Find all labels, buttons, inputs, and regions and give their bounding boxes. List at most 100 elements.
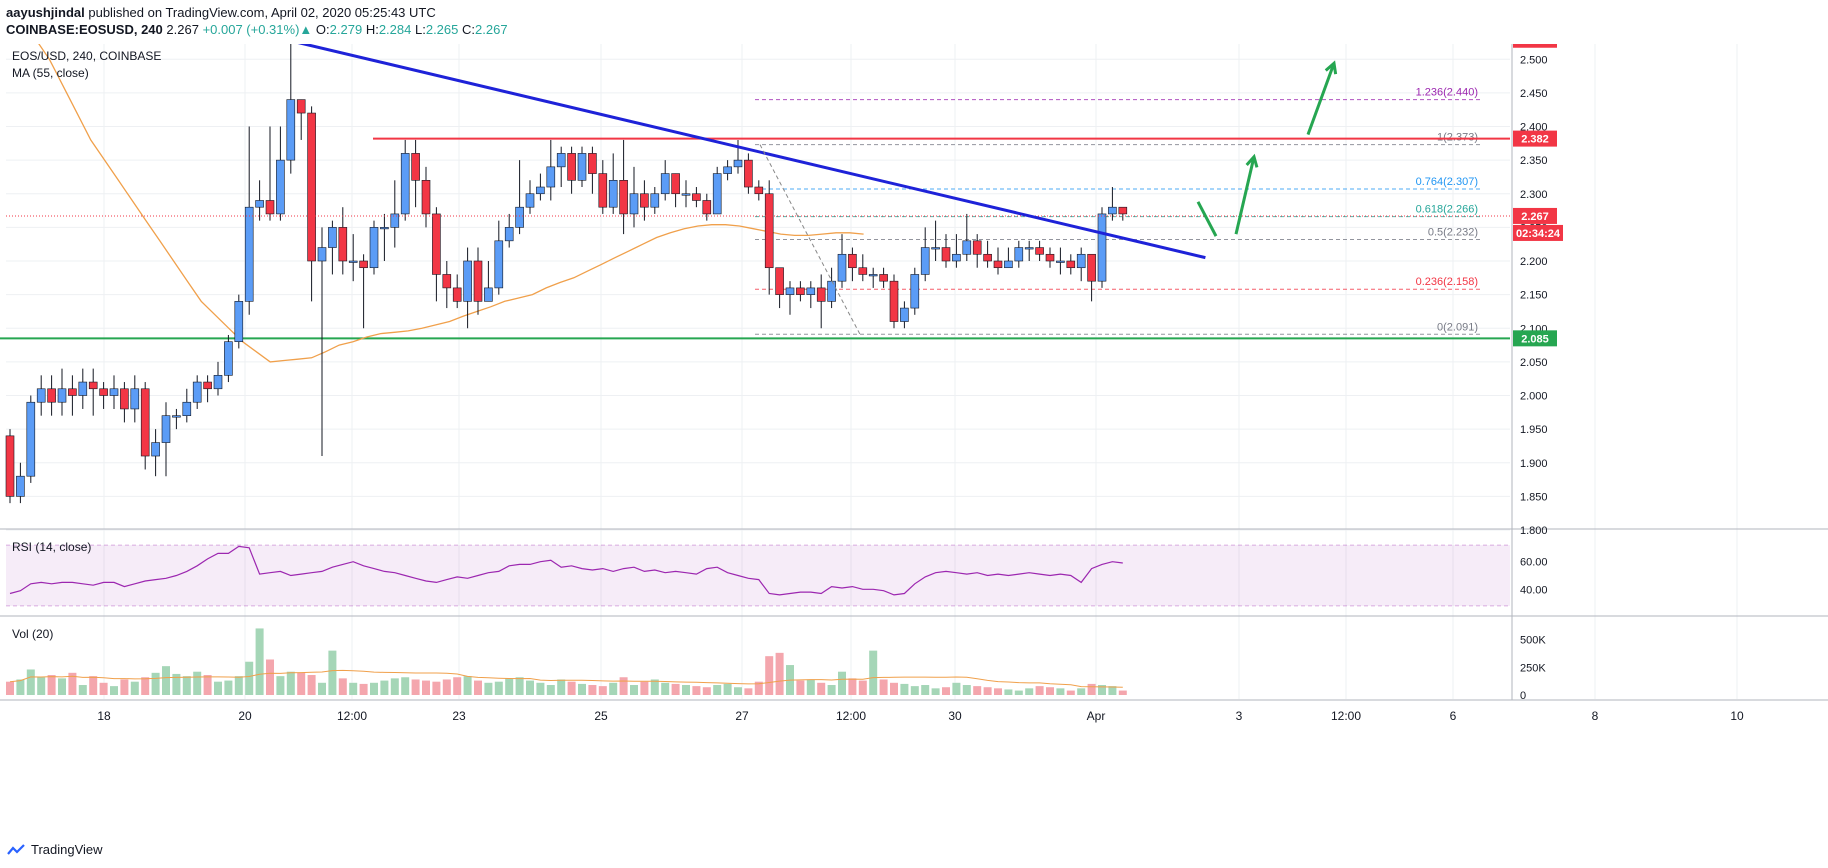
price-badge-label: 2.382 [1521, 134, 1549, 146]
candle-body [671, 173, 680, 195]
vol-tick-label: 500K [1520, 635, 1546, 647]
volume-bar [775, 652, 784, 695]
price-badge [1513, 330, 1557, 347]
footer-brand[interactable]: TradingView [7, 842, 103, 858]
price-badge [1513, 130, 1557, 147]
volume-bar [1046, 687, 1054, 695]
candles [5, 44, 1128, 504]
candle-body [702, 200, 712, 215]
legend-vol: Vol (20) [12, 627, 53, 641]
low-label: L: [415, 22, 426, 37]
candle-body [99, 388, 108, 396]
fib-anchor-line [759, 144, 861, 335]
volume-bar [172, 673, 181, 695]
volume-bar [37, 677, 46, 695]
volume-bar [359, 683, 368, 695]
candle-body [681, 193, 691, 196]
candle-body [629, 193, 639, 215]
volume-bar [806, 679, 815, 695]
volume-bar [942, 687, 950, 695]
fib-label: 0.5(2.232) [1428, 226, 1478, 238]
volume-bar [578, 683, 586, 695]
volume-bar [567, 681, 576, 695]
volume-bar [442, 679, 451, 695]
candle-body [993, 260, 1003, 269]
candle-body [463, 260, 472, 302]
candle-body [1118, 206, 1128, 215]
price-badge-label: 2.267 [1521, 211, 1549, 223]
volume-bar [588, 685, 597, 695]
y-tick-label: 2.350 [1520, 155, 1548, 167]
close-value: 2.267 [475, 22, 508, 37]
price-badges: 2.529 2.382 2.085 2.267 02:34:24 [1513, 44, 1563, 347]
candle-body [837, 253, 847, 282]
candle-body [754, 186, 764, 195]
fibonacci-levels: 1.618(2.548)1.236(2.440)1(2.373)0.764(2.… [755, 87, 1480, 335]
x-tick-label: 30 [948, 709, 962, 723]
candle-body [307, 112, 316, 262]
open-value: 2.279 [329, 22, 363, 37]
volume-bar [1004, 689, 1013, 695]
volume-bar [286, 671, 295, 695]
volume-bar [650, 679, 659, 695]
price-badge [1513, 207, 1557, 224]
chart-canvas[interactable]: 1.618(2.548)1.236(2.440)1(2.373)0.764(2.… [0, 44, 1828, 834]
volume-bar [817, 682, 826, 695]
volume-bar [526, 680, 534, 695]
volume-bar [536, 682, 545, 695]
y-tick-label: 2.000 [1520, 391, 1548, 403]
y-tick-label: 1.850 [1520, 491, 1548, 503]
candle-body [484, 287, 493, 302]
volume-bar [58, 678, 66, 695]
volume-bar [734, 687, 742, 695]
volume-bar [6, 681, 14, 695]
volume-bar [630, 685, 638, 695]
y-tick-label: 2.450 [1520, 88, 1548, 100]
volume-bar [557, 679, 566, 695]
volume-bar [713, 685, 722, 695]
candle-body [1066, 260, 1076, 269]
volume-bar [47, 675, 56, 695]
arrow-shaft [1306, 62, 1336, 136]
candle-body [1076, 253, 1086, 269]
fib-label: 0.236(2.158) [1416, 276, 1478, 288]
volume-bar [515, 677, 524, 695]
x-tick-label: 10 [1730, 709, 1744, 723]
candle-body [764, 193, 774, 269]
candle-body [328, 227, 337, 248]
candle-body [369, 227, 379, 269]
volume-bar [640, 681, 649, 695]
volume-bar [1118, 690, 1127, 695]
candle-body [879, 274, 888, 282]
volume-bar [318, 682, 326, 695]
volume-bar [120, 679, 129, 695]
legend-rsi: RSI (14, close) [12, 540, 91, 554]
close-label: C: [462, 22, 476, 37]
candle-body [650, 193, 660, 208]
candle-body [806, 287, 816, 295]
candle-body [598, 173, 608, 208]
volume-bar [99, 682, 108, 695]
volume-bar [723, 683, 732, 695]
candle-body [712, 173, 722, 215]
candle-body [619, 180, 628, 215]
tradingview-logo-icon [7, 843, 25, 855]
candle-body [525, 193, 535, 208]
candle-body [744, 159, 753, 188]
volume-bar [848, 678, 857, 695]
publisher-name[interactable]: aayushjindal [6, 5, 85, 20]
candle-body [910, 274, 920, 309]
candle-body [827, 280, 836, 302]
candle-body [276, 159, 285, 215]
candle-body [577, 153, 587, 181]
grid [6, 44, 1738, 699]
candle-body [286, 99, 296, 161]
volume-bar [130, 681, 139, 695]
volume-bar [245, 661, 254, 695]
volume-bar [505, 678, 514, 695]
candle-body [1108, 206, 1117, 215]
volume-bar [380, 680, 389, 695]
candle-body [660, 173, 670, 195]
volume-bar [484, 682, 493, 695]
publish-suffix: published on TradingView.com, April 02, … [84, 5, 436, 20]
